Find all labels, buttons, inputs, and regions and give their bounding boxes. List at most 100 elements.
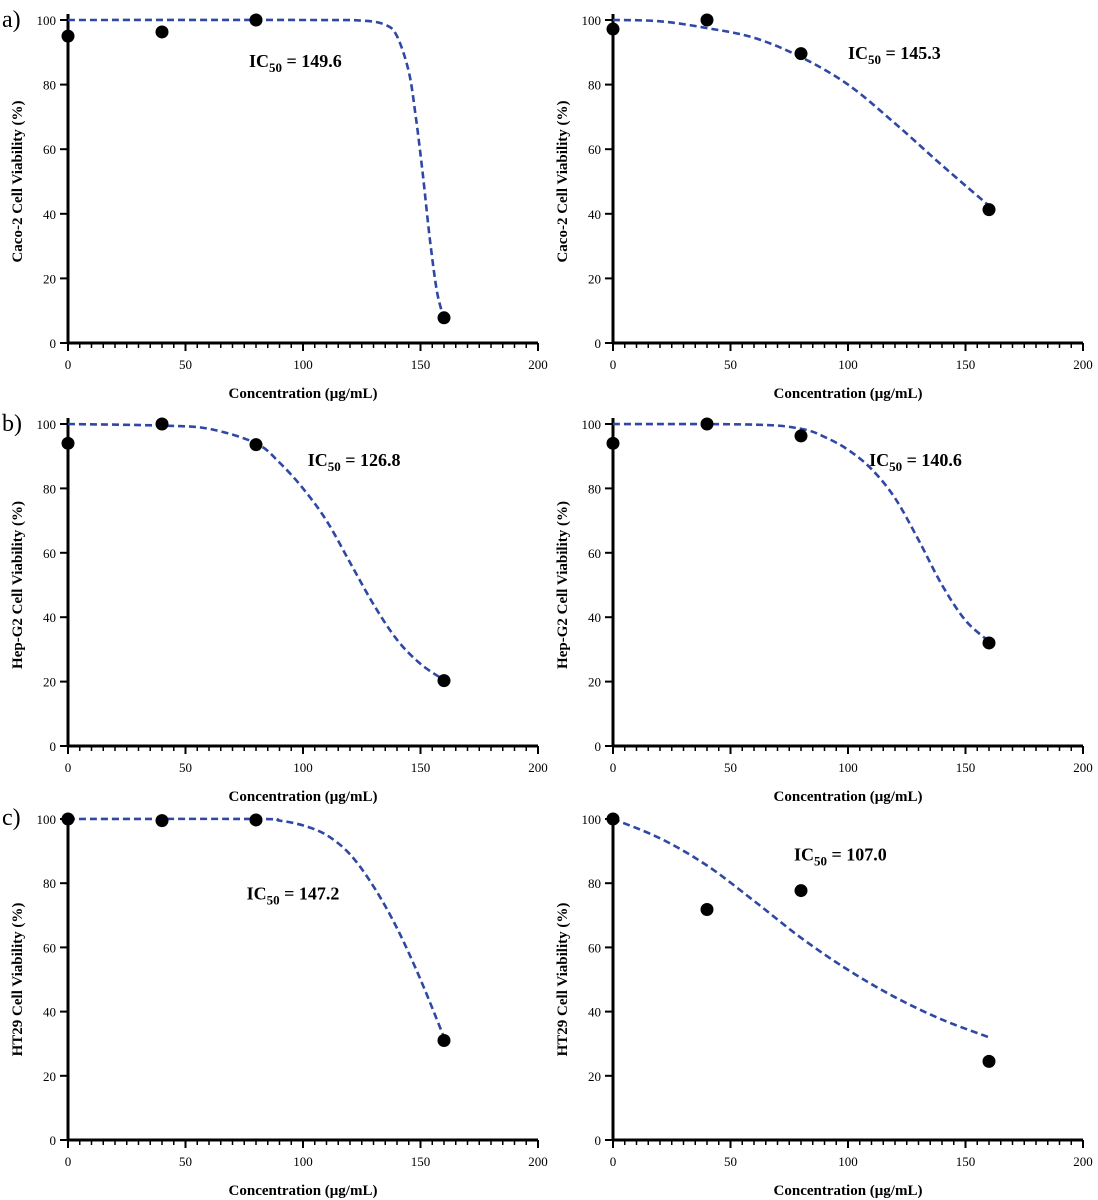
y-tick-label: 80 bbox=[43, 481, 56, 496]
y-tick-label: 20 bbox=[43, 1069, 56, 1084]
x-tick-label: 150 bbox=[956, 357, 976, 372]
fit-curve bbox=[67, 817, 446, 1038]
y-tick-label: 0 bbox=[595, 1133, 602, 1148]
y-tick-label: 40 bbox=[588, 207, 601, 222]
y-tick-label: 40 bbox=[43, 610, 56, 625]
y-axis-title: HT29 Cell Viability (%) bbox=[555, 903, 571, 1057]
x-tick-label: 0 bbox=[65, 1154, 72, 1169]
data-point bbox=[437, 674, 451, 688]
x-axis-title: Concentration (μg/mL) bbox=[229, 386, 378, 402]
x-tick-label: 100 bbox=[293, 1154, 313, 1169]
data-point bbox=[700, 13, 714, 27]
x-tick-label: 0 bbox=[610, 760, 617, 775]
ic50-label: IC50 = 147.2 bbox=[247, 883, 340, 907]
y-tick-label: 20 bbox=[588, 675, 601, 690]
y-tick-label: 20 bbox=[588, 1069, 601, 1084]
y-axis-title: Hep-G2 Cell Viability (%) bbox=[555, 501, 571, 669]
data-point bbox=[155, 417, 169, 431]
y-tick-label: 40 bbox=[588, 1005, 601, 1020]
y-tick-label: 0 bbox=[50, 739, 57, 754]
data-point bbox=[982, 1054, 996, 1068]
ic50-label: IC50 = 140.6 bbox=[869, 450, 962, 474]
data-point bbox=[794, 47, 808, 61]
ic50-label: IC50 = 126.8 bbox=[308, 450, 401, 474]
data-point bbox=[700, 417, 714, 431]
x-axis-title: Concentration (μg/mL) bbox=[774, 789, 923, 805]
y-axis-title: Hep-G2 Cell Viability (%) bbox=[10, 501, 26, 669]
data-point bbox=[61, 436, 75, 450]
data-point bbox=[155, 25, 169, 39]
y-tick-label: 40 bbox=[588, 610, 601, 625]
data-point bbox=[700, 903, 714, 917]
chart-panel-2: 0 50 100 150 200 0 20 40 60 80 100 Concentration (μ… bbox=[10, 417, 548, 805]
x-tick-label: 200 bbox=[1073, 1154, 1093, 1169]
x-tick-label: 100 bbox=[838, 760, 858, 775]
y-tick-label: 20 bbox=[43, 675, 56, 690]
data-point bbox=[249, 813, 263, 827]
y-tick-label: 80 bbox=[43, 876, 56, 891]
data-point bbox=[155, 814, 169, 828]
x-tick-label: 50 bbox=[179, 1154, 192, 1169]
y-tick-label: 0 bbox=[50, 1133, 57, 1148]
data-point bbox=[249, 13, 263, 27]
x-tick-label: 50 bbox=[179, 760, 192, 775]
row-labels: a) b) c) bbox=[2, 7, 22, 831]
ic50-label: IC50 = 149.6 bbox=[249, 51, 342, 75]
data-point bbox=[437, 1033, 451, 1047]
fit-curve bbox=[612, 817, 990, 1039]
x-tick-label: 200 bbox=[528, 760, 548, 775]
x-tick-label: 150 bbox=[411, 357, 431, 372]
fit-curve bbox=[612, 422, 990, 643]
y-tick-label: 40 bbox=[43, 207, 56, 222]
y-tick-label: 0 bbox=[595, 336, 602, 351]
chart-panel-4: 0 50 100 150 200 0 20 40 60 80 100 Concentration (μ… bbox=[10, 812, 548, 1199]
x-tick-label: 0 bbox=[65, 760, 72, 775]
chart-panel-1: 0 50 100 150 200 0 20 40 60 80 100 Concentration (μ… bbox=[555, 13, 1093, 402]
row-label-a: a) bbox=[2, 7, 21, 33]
y-tick-label: 100 bbox=[37, 417, 57, 432]
x-tick-label: 50 bbox=[179, 357, 192, 372]
y-tick-label: 0 bbox=[50, 336, 57, 351]
y-tick-label: 100 bbox=[582, 417, 602, 432]
y-tick-label: 40 bbox=[43, 1005, 56, 1020]
data-point bbox=[606, 812, 620, 826]
chart-panel-0: 0 50 100 150 200 0 20 40 60 80 100 Concentration (μ… bbox=[10, 13, 548, 402]
data-point bbox=[61, 29, 75, 43]
y-tick-label: 0 bbox=[595, 739, 602, 754]
y-tick-label: 60 bbox=[43, 142, 56, 157]
chart-panel-5: 0 50 100 150 200 0 20 40 60 80 100 Concentration (μ… bbox=[555, 812, 1093, 1199]
x-tick-label: 0 bbox=[65, 357, 72, 372]
y-tick-label: 100 bbox=[37, 13, 57, 28]
y-tick-label: 80 bbox=[588, 876, 601, 891]
data-point bbox=[437, 311, 451, 325]
x-tick-label: 100 bbox=[838, 357, 858, 372]
y-tick-label: 100 bbox=[582, 13, 602, 28]
ic50-label: IC50 = 145.3 bbox=[848, 43, 941, 67]
y-tick-label: 60 bbox=[43, 940, 56, 955]
y-tick-label: 80 bbox=[43, 78, 56, 93]
x-axis-title: Concentration (μg/mL) bbox=[229, 1183, 378, 1199]
y-tick-label: 60 bbox=[588, 142, 601, 157]
x-tick-label: 100 bbox=[838, 1154, 858, 1169]
x-axis-title: Concentration (μg/mL) bbox=[229, 789, 378, 805]
x-tick-label: 150 bbox=[956, 760, 976, 775]
x-tick-label: 50 bbox=[724, 357, 737, 372]
y-axis-title: Caco-2 Cell Viability (%) bbox=[10, 100, 26, 262]
y-tick-label: 100 bbox=[37, 812, 57, 827]
x-tick-label: 150 bbox=[411, 760, 431, 775]
x-tick-label: 0 bbox=[610, 357, 617, 372]
data-point bbox=[794, 884, 808, 898]
data-point bbox=[606, 22, 620, 36]
x-tick-label: 200 bbox=[1073, 760, 1093, 775]
x-tick-label: 150 bbox=[956, 1154, 976, 1169]
x-tick-label: 50 bbox=[724, 1154, 737, 1169]
x-tick-label: 200 bbox=[1073, 357, 1093, 372]
x-tick-label: 100 bbox=[293, 357, 313, 372]
ic50-label: IC50 = 107.0 bbox=[794, 845, 887, 869]
y-tick-label: 80 bbox=[588, 78, 601, 93]
x-tick-label: 100 bbox=[293, 760, 313, 775]
data-point bbox=[794, 429, 808, 443]
data-point bbox=[606, 436, 620, 450]
y-tick-label: 80 bbox=[588, 481, 601, 496]
